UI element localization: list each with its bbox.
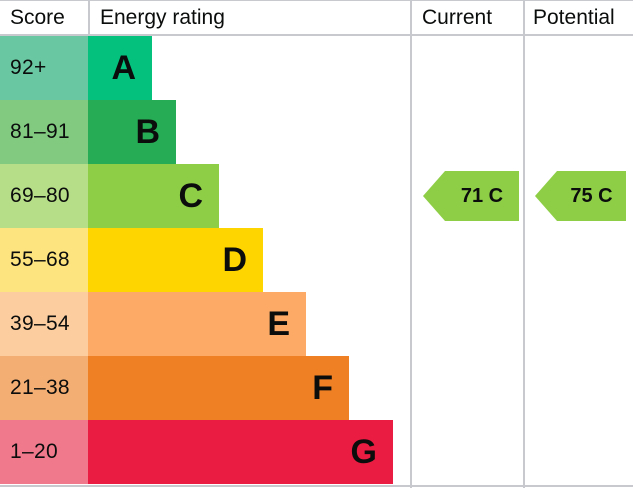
band-row-d: 55–68 D — [0, 228, 633, 292]
score-range-g: 1–20 — [0, 420, 88, 484]
band-bar-f: F — [88, 356, 349, 420]
current-rating-label: 71 C — [460, 184, 504, 207]
column-header-score: Score — [10, 6, 65, 29]
band-bar-b: B — [88, 100, 176, 164]
column-header-potential: Potential — [533, 6, 615, 29]
score-range-b: 81–91 — [0, 100, 88, 164]
score-range-d: 55–68 — [0, 228, 88, 292]
header-divider — [0, 34, 633, 36]
potential-rating-label: 75 C — [570, 184, 613, 207]
band-bar-e: E — [88, 292, 306, 356]
band-bar-c: C — [88, 164, 219, 228]
band-bar-g: G — [88, 420, 393, 484]
score-range-e: 39–54 — [0, 292, 88, 356]
band-row-b: 81–91 B — [0, 100, 633, 164]
band-bar-d: D — [88, 228, 263, 292]
band-row-e: 39–54 E — [0, 292, 633, 356]
potential-rating-arrow: 75 C — [535, 171, 626, 221]
bottom-border — [0, 485, 633, 487]
band-row-g: 1–20 G — [0, 420, 633, 484]
score-range-f: 21–38 — [0, 356, 88, 420]
potential-column-divider — [523, 0, 525, 488]
current-column-divider — [410, 0, 412, 488]
current-rating-arrow: 71 C — [423, 171, 519, 221]
score-column-divider — [88, 0, 90, 36]
column-header-energy-rating: Energy rating — [100, 6, 225, 29]
band-row-a: 92+ A — [0, 36, 633, 100]
band-row-f: 21–38 F — [0, 356, 633, 420]
score-range-c: 69–80 — [0, 164, 88, 228]
top-border — [0, 0, 633, 1]
score-range-a: 92+ — [0, 36, 88, 100]
column-header-current: Current — [422, 6, 493, 29]
band-row-c: 69–80 C — [0, 164, 633, 228]
band-bar-a: A — [88, 36, 152, 100]
